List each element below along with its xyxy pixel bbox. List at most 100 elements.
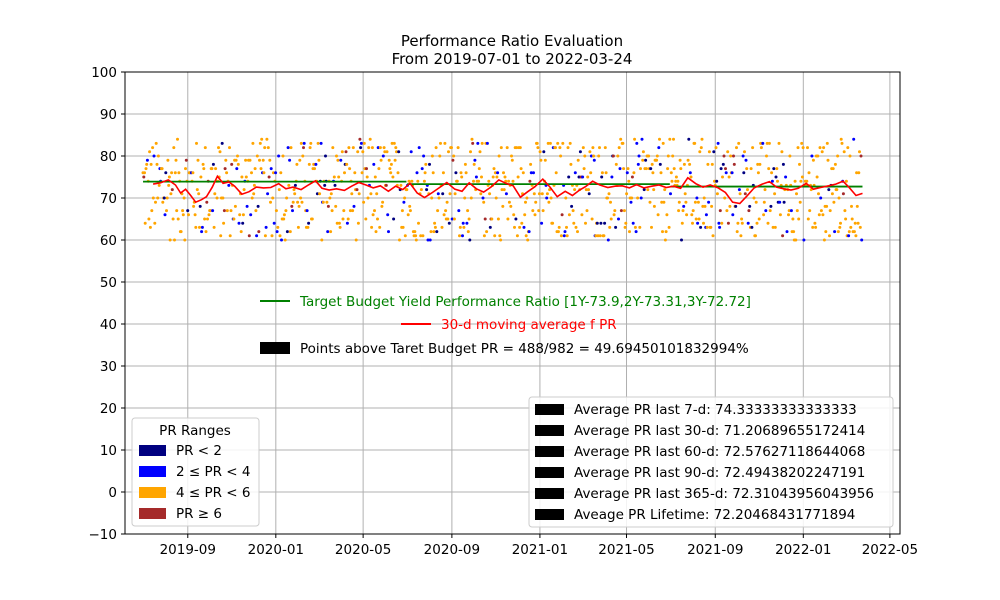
pr-point <box>324 154 327 158</box>
pr-point <box>565 225 568 229</box>
pr-point <box>202 167 206 171</box>
pr-point <box>738 192 742 196</box>
pr-point <box>606 196 609 200</box>
pr-point <box>288 158 292 162</box>
pr-point <box>515 146 519 150</box>
pr-point <box>271 171 275 175</box>
legend-averages: Average PR last 7-d: 74.33333333333333 Av… <box>528 396 894 528</box>
pr-point <box>434 146 438 150</box>
pr-point <box>549 196 553 200</box>
pr-point <box>191 171 195 175</box>
pr-point <box>447 221 451 225</box>
pr-point <box>446 217 450 221</box>
pr-point <box>156 154 160 158</box>
pr-point <box>473 158 477 162</box>
pr-point <box>794 238 798 242</box>
pr-point <box>538 150 542 154</box>
pr-point <box>547 200 551 204</box>
pr-point <box>701 204 705 208</box>
pr-point <box>466 209 470 213</box>
pr-point <box>844 217 848 221</box>
pr-point <box>403 196 407 200</box>
pr-point <box>493 171 497 175</box>
pr-point <box>467 217 471 221</box>
pr-point <box>476 141 480 145</box>
pr-point <box>842 150 846 154</box>
pr-point <box>225 209 229 213</box>
pr-point <box>576 158 580 162</box>
pr-point <box>336 158 340 162</box>
pr-point <box>359 146 363 150</box>
pr-point <box>337 221 341 225</box>
pr-point <box>464 171 468 175</box>
pr-point <box>472 179 475 183</box>
pr-point <box>589 154 593 158</box>
pr-point <box>558 146 562 150</box>
pr-point <box>699 225 703 229</box>
pr-point <box>792 230 796 234</box>
pr-point <box>429 230 433 234</box>
pr-point <box>855 171 859 175</box>
pr-point <box>720 221 724 225</box>
pr-point <box>198 204 202 208</box>
pr-point <box>637 154 641 158</box>
pr-point <box>453 192 457 196</box>
pr-point <box>856 221 860 225</box>
pr-point <box>200 225 204 229</box>
pr-point <box>218 150 222 154</box>
pr-point <box>465 221 469 225</box>
pr-point <box>181 209 185 213</box>
pr-point <box>849 225 853 229</box>
pr-point <box>325 200 329 204</box>
pr-point <box>235 167 239 171</box>
pr-point <box>372 162 376 166</box>
pr-point <box>164 171 168 175</box>
pr-point <box>768 209 772 213</box>
pr-point <box>522 225 526 229</box>
pr-point <box>277 188 281 192</box>
pr-point <box>633 225 637 229</box>
pr-point <box>402 200 406 204</box>
pr-point <box>798 162 801 166</box>
pr-point <box>305 209 309 213</box>
legend-average-label: Average PR last 90-d: 72.49438202247191 <box>574 465 865 481</box>
pr-point <box>693 141 697 145</box>
pr-point <box>772 167 776 171</box>
pr-point <box>288 230 292 234</box>
pr-point <box>236 154 239 158</box>
pr-point <box>339 158 343 162</box>
pr-point <box>329 230 333 234</box>
pr-point <box>222 221 226 225</box>
y-tick-label: 40 <box>100 317 117 333</box>
pr-point <box>385 150 389 154</box>
pr-point <box>386 213 390 217</box>
pr-point <box>824 230 828 234</box>
pr-point <box>666 154 670 158</box>
pr-point <box>817 192 820 196</box>
pr-point <box>848 154 852 158</box>
pr-point <box>703 204 707 208</box>
pr-point <box>770 171 774 175</box>
pr-point <box>808 209 812 213</box>
legend-average-swatch <box>535 446 564 457</box>
pr-point <box>293 192 297 196</box>
pr-point <box>814 225 818 229</box>
pr-point <box>759 146 763 150</box>
pr-point <box>258 158 261 162</box>
pr-point <box>391 175 395 179</box>
pr-point <box>534 200 538 204</box>
pr-point <box>310 217 314 221</box>
pr-point <box>810 154 814 158</box>
pr-point <box>578 150 582 154</box>
pr-point <box>365 167 368 171</box>
pr-point <box>450 146 453 150</box>
pr-point <box>721 162 725 166</box>
pr-point <box>333 183 337 187</box>
pr-point <box>857 171 861 175</box>
y-tick-label: 70 <box>100 191 117 207</box>
pr-point <box>345 221 349 225</box>
pr-point <box>482 200 486 204</box>
pr-point <box>542 150 546 154</box>
pr-point <box>397 150 401 154</box>
pr-point <box>787 213 790 217</box>
